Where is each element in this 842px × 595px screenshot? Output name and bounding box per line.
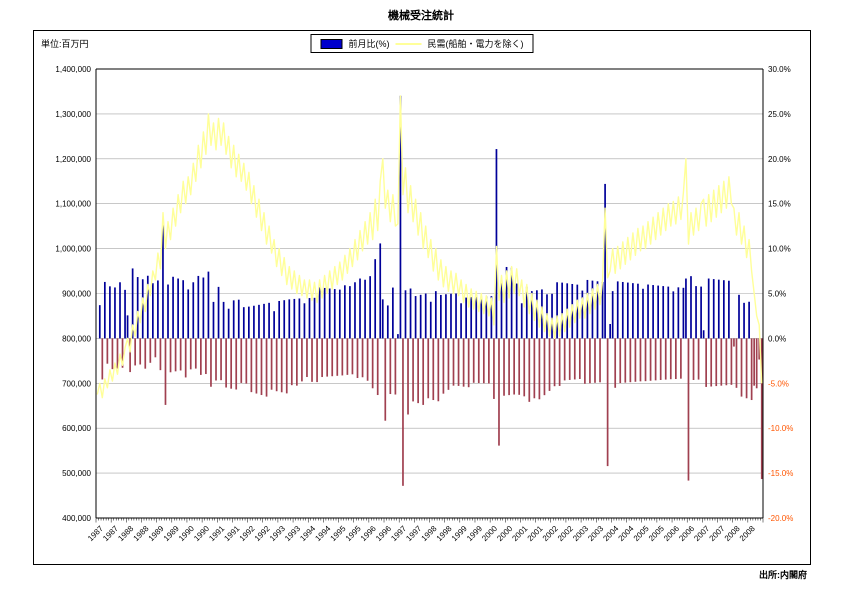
svg-text:15.0%: 15.0%	[768, 200, 791, 209]
legend-line-swatch-icon	[395, 42, 422, 45]
svg-text:1997: 1997	[389, 524, 408, 543]
svg-text:1988: 1988	[132, 524, 151, 543]
chart-title: 機械受注統計	[388, 10, 454, 22]
legend-bar-label: 前月比(%)	[348, 39, 390, 49]
legend-line-label: 民需(船舶・電力を除く)	[427, 39, 524, 49]
svg-text:5.0%: 5.0%	[768, 290, 786, 299]
svg-text:1987: 1987	[86, 524, 105, 543]
svg-text:1,100,000: 1,100,000	[55, 200, 91, 209]
svg-text:2004: 2004	[617, 524, 636, 543]
svg-text:1988: 1988	[116, 524, 135, 543]
svg-text:2001: 2001	[510, 524, 529, 543]
legend-bar-swatch-icon	[320, 38, 343, 49]
svg-text:1992: 1992	[238, 524, 257, 543]
svg-text:1994: 1994	[313, 524, 332, 543]
svg-text:2006: 2006	[677, 524, 696, 543]
svg-text:2005: 2005	[632, 524, 651, 543]
unit-label: 単位:百万円	[41, 39, 89, 49]
svg-text:900,000: 900,000	[62, 290, 91, 299]
svg-text:1989: 1989	[162, 524, 181, 543]
svg-text:-10.0%: -10.0%	[768, 424, 793, 433]
svg-text:1992: 1992	[253, 524, 272, 543]
svg-text:1999: 1999	[450, 524, 469, 543]
svg-text:1995: 1995	[329, 524, 348, 543]
svg-text:-5.0%: -5.0%	[768, 379, 789, 388]
svg-text:1987: 1987	[101, 524, 120, 543]
svg-text:2003: 2003	[586, 524, 605, 543]
svg-text:10.0%: 10.0%	[768, 245, 791, 254]
svg-text:1995: 1995	[344, 524, 363, 543]
svg-text:1996: 1996	[359, 524, 378, 543]
svg-text:2007: 2007	[708, 524, 727, 543]
svg-text:2002: 2002	[541, 524, 560, 543]
svg-text:2000: 2000	[495, 524, 514, 543]
svg-text:400,000: 400,000	[62, 514, 91, 523]
svg-text:0.0%: 0.0%	[768, 334, 786, 343]
svg-text:2001: 2001	[526, 524, 545, 543]
svg-text:20.0%: 20.0%	[768, 155, 791, 164]
svg-text:25.0%: 25.0%	[768, 110, 791, 119]
svg-text:700,000: 700,000	[62, 379, 91, 388]
chart-frame: 単位:百万円 前月比(%) 民需(船舶・電力を除く) 400,000 500,00…	[33, 30, 811, 565]
svg-text:1,400,000: 1,400,000	[55, 65, 91, 74]
svg-text:-15.0%: -15.0%	[768, 469, 793, 478]
svg-text:2006: 2006	[662, 524, 681, 543]
svg-text:1,200,000: 1,200,000	[55, 155, 91, 164]
svg-text:2003: 2003	[571, 524, 590, 543]
svg-text:2000: 2000	[480, 524, 499, 543]
svg-text:1993: 1993	[283, 524, 302, 543]
svg-text:1990: 1990	[177, 524, 196, 543]
svg-text:2008: 2008	[738, 524, 757, 543]
svg-text:1998: 1998	[435, 524, 454, 543]
svg-text:1998: 1998	[420, 524, 439, 543]
svg-text:600,000: 600,000	[62, 424, 91, 433]
svg-text:1999: 1999	[465, 524, 484, 543]
svg-text:1991: 1991	[207, 524, 226, 543]
svg-text:1994: 1994	[298, 524, 317, 543]
svg-text:1990: 1990	[192, 524, 211, 543]
svg-text:1,000,000: 1,000,000	[55, 245, 91, 254]
source-label: 出所:内閣府	[759, 570, 807, 580]
svg-text:30.0%: 30.0%	[768, 65, 791, 74]
legend: 前月比(%) 民需(船舶・電力を除く)	[310, 34, 534, 53]
chart-plot-area: 400,000 500,000 600,000 700,000 800,000 900,0…	[55, 65, 793, 543]
svg-text:1,300,000: 1,300,000	[55, 110, 91, 119]
svg-text:2008: 2008	[723, 524, 742, 543]
svg-text:500,000: 500,000	[62, 469, 91, 478]
svg-text:2004: 2004	[601, 524, 620, 543]
svg-text:1997: 1997	[404, 524, 423, 543]
svg-text:1989: 1989	[147, 524, 166, 543]
svg-text:1993: 1993	[268, 524, 287, 543]
svg-text:1991: 1991	[222, 524, 241, 543]
svg-text:-20.0%: -20.0%	[768, 514, 793, 523]
svg-text:1996: 1996	[374, 524, 393, 543]
svg-text:2007: 2007	[692, 524, 711, 543]
svg-text:2005: 2005	[647, 524, 666, 543]
svg-text:800,000: 800,000	[62, 334, 91, 343]
svg-text:2002: 2002	[556, 524, 575, 543]
